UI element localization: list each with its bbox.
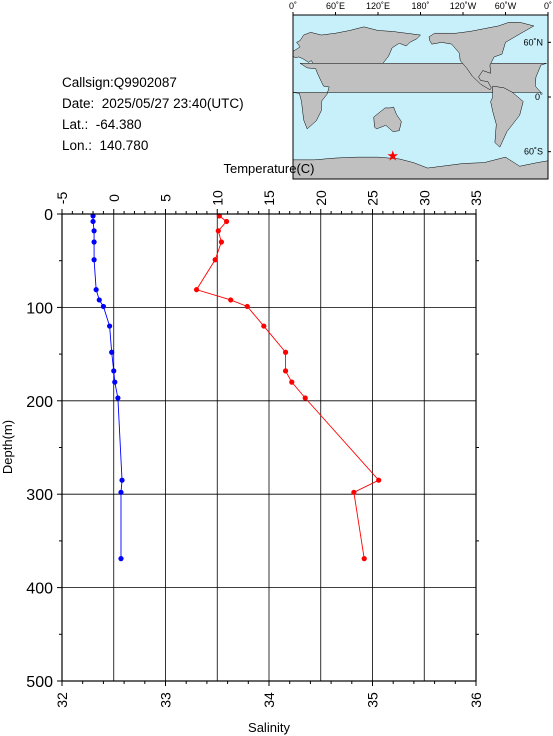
temperature-point [223,218,230,225]
salinity-point [96,297,102,303]
depth-tick-label: 200 [26,394,53,411]
salinity-axis-title: Salinity [248,720,290,735]
depth-tick-label: 500 [26,674,53,691]
profile-location-marker: ★ [386,148,399,164]
temperature-point [216,213,222,219]
temperature-point [289,379,295,385]
temperature-point [215,228,221,234]
salinity-point [91,257,97,263]
salinity-point [119,477,125,483]
salinity-line [92,215,123,559]
salinity-point [91,239,97,245]
temperature-point [244,303,250,310]
salinity-tick-label: 32 [54,692,70,708]
map-latitude-label: 60˚S [524,147,543,157]
salinity-point [93,287,99,293]
salinity-point [90,213,96,219]
salinity-point [90,218,96,225]
map-ticks: 0˚ 60˚E 120˚E 180˚ 120˚W 60˚W 0˚ 60˚N 0˚ 60˚S [289,1,552,157]
salinity-tick-label: 34 [261,692,277,708]
location-map: 0˚ 60˚E 120˚E 180˚ 120˚W 60˚W 0˚ 60˚N 0˚ 60˚S ★ [289,1,552,180]
depth-tick-label: 0 [44,207,53,224]
salinity-tick-label: 35 [365,692,381,708]
chart-grid [61,213,477,682]
depth-tick-label: 300 [26,487,53,504]
temperature-point [282,368,289,374]
salinity-point [107,323,113,329]
temperature-point [302,395,308,401]
salinity-point [109,349,115,355]
depth-tick-label: 400 [26,581,53,598]
landmass-north-america [428,22,535,91]
map-longitude-label: 60˚E [326,1,345,11]
salinity-tick-label: 36 [468,692,484,708]
salinity-point [115,395,121,401]
temperature-point [261,323,267,329]
salinity-point [91,228,97,234]
temperature-point [193,287,200,293]
temperature-point [376,477,382,483]
map-latitude-label: 60˚N [523,37,543,47]
temperature-point [218,239,224,245]
depth-tick-label: 100 [26,300,53,317]
latitude-text: Lat.: -64.380 [62,117,142,132]
map-longitude-label: 120˚E [366,1,390,11]
landmass-south-america [490,85,524,148]
salinity-point [118,489,124,495]
depth-axis-title: Depth(m) [0,420,15,474]
salinity-point [118,556,124,562]
map-longitude-label: 120˚W [450,1,477,11]
temperature-point [351,489,357,495]
salinity-tick-label: 33 [158,692,174,708]
map-longitude-label: 180˚ [411,1,429,11]
map-longitude-label: 60˚W [495,1,517,11]
temperature-point [361,556,367,562]
map-longitude-label: 0˚ [544,1,552,11]
temperature-point [212,257,218,263]
temperature-point [228,297,234,303]
salinity-point [111,368,117,374]
map-longitude-label: 0˚ [289,1,297,11]
profile-info: Callsign:Q9902087 Date: 2025/05/27 23:40… [62,72,244,156]
landmass-africa [292,63,547,130]
salinity-point [100,303,106,310]
salinity-point [112,379,118,385]
callsign-text: Callsign:Q9902087 [62,75,177,90]
temperature-line [195,215,380,559]
plot-frame [61,213,477,682]
date-text: Date: 2025/05/27 23:40(UTC) [62,96,244,111]
temperature-point [282,349,289,355]
map-land [292,22,549,180]
map-latitude-label: 0˚ [535,92,543,102]
landmass-australia [373,106,402,132]
chart-series [90,213,382,562]
longitude-text: Lon.: 140.780 [62,138,149,153]
